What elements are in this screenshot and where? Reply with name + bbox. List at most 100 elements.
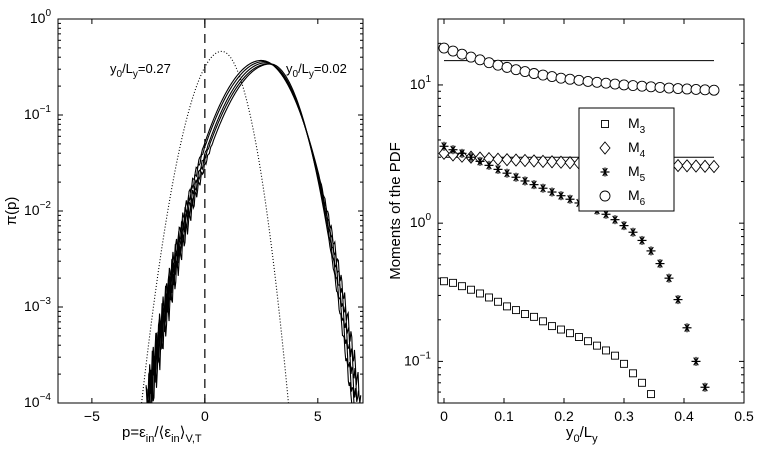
left-y-tick-label: 10−3 [24,296,51,314]
marker-m5 [619,221,629,231]
marker-m3 [593,341,601,350]
left-x-axis-label: p=εin/⟨εin⟩V,T [122,424,202,445]
marker-m5 [493,164,503,174]
right-ticks: 0 0.1 0.2 0.3 0.4 0.5 10−1 100 101 [404,18,754,424]
marker-m6 [564,73,576,85]
right-panel: 0 0.1 0.2 0.3 0.4 0.5 10−1 100 101 M3 M4 M5 M6 M… [387,18,754,445]
legend-label-m5: M5 [628,163,646,184]
marker-m6 [654,81,666,93]
marker-m3 [503,302,511,311]
marker-m6 [690,83,702,95]
left-curves [141,50,362,404]
marker-m6 [627,80,639,92]
marker-m3 [458,282,466,291]
legend-marker-diamond [599,141,611,155]
marker-m6 [609,78,621,90]
marker-m3 [539,317,547,326]
legend: M3 M4 M5 M6 [578,107,675,212]
marker-m5 [664,273,674,283]
marker-m5 [646,246,656,256]
marker-m5 [511,172,521,182]
marker-m5 [565,194,575,204]
marker-m6 [465,51,477,63]
marker-m3 [485,293,493,302]
marker-m6 [501,61,513,73]
marker-m6 [699,84,711,96]
marker-m4 [555,155,567,169]
left-x-tick-label: −5 [84,408,100,424]
marker-m3 [647,390,655,399]
left-plot-area [57,18,364,404]
marker-m6 [636,80,648,92]
marker-m3 [440,277,448,286]
marker-m6 [456,48,468,60]
marker-m6 [708,84,720,96]
right-y-axis-label: Moments of the PDF [387,142,404,280]
legend-label-m6: M6 [628,187,646,208]
marker-m6 [474,54,486,66]
marker-m5 [466,152,476,162]
marker-m5 [475,156,485,166]
marker-m6 [528,68,540,79]
marker-m6 [483,57,495,69]
right-x-tick-label: 0.1 [494,408,514,424]
marker-m5 [484,160,494,170]
right-x-tick-label: 0.5 [734,408,754,424]
marker-m3 [548,322,556,331]
legend-marker-circle [599,190,611,202]
annotation-right: y0/Ly=0.02 [286,61,347,80]
marker-m4 [672,158,684,173]
marker-m6 [555,72,567,84]
legend-label-m3: M3 [628,115,646,136]
marker-m3 [602,346,610,355]
marker-m3 [620,359,628,368]
left-y-tick-label: 10−4 [24,392,51,410]
legend-markers [599,120,611,202]
marker-m6 [447,45,459,57]
marker-m3 [476,289,484,298]
marker-m5 [520,176,530,186]
left-x-tick-label: 0 [201,408,209,424]
marker-m3 [638,378,646,387]
legend-marker-star [600,167,610,177]
marker-m3 [611,351,619,360]
marker-m4 [537,154,549,169]
marker-m4 [447,148,459,162]
right-x-tick-label: 0 [440,408,448,424]
marker-m4 [699,159,711,173]
left-panel: −5 0 5 10−4 10−3 10−2 10−1 100 y0/Ly=0.27 y0/Ly… [3,8,364,445]
right-y-tick-label: 10−1 [404,350,431,368]
marker-m5 [673,295,683,305]
marker-m5 [691,356,701,366]
marker-m6 [519,66,531,78]
marker-m4 [519,153,531,168]
marker-m4 [708,159,720,174]
marker-m6 [591,76,603,88]
left-y-tick-label: 10−1 [24,104,51,122]
marker-m5 [529,180,539,190]
marker-m5 [601,209,611,219]
marker-m5 [700,382,710,392]
marker-m5 [628,227,638,237]
left-x-tick-label: 5 [314,408,322,424]
marker-m3 [566,329,574,338]
right-x-tick-label: 0.2 [554,408,574,424]
marker-m6 [618,79,630,91]
marker-m6 [663,82,675,94]
left-ticks: −5 0 5 10−4 10−3 10−2 10−1 100 [24,8,363,424]
marker-m5 [556,191,566,201]
marker-m3 [629,369,637,378]
marker-m3 [584,337,592,346]
marker-m5 [610,215,620,225]
right-y-tick-label: 100 [410,212,432,230]
pdf-curve-3 [145,61,360,404]
left-y-tick-label: 100 [30,8,52,26]
marker-m3 [494,297,502,306]
right-y-tick-label: 101 [410,74,432,92]
marker-m4 [681,159,693,173]
marker-m4 [690,159,702,173]
marker-m4 [438,146,450,161]
marker-m3 [449,278,457,287]
marker-m5 [538,183,548,193]
